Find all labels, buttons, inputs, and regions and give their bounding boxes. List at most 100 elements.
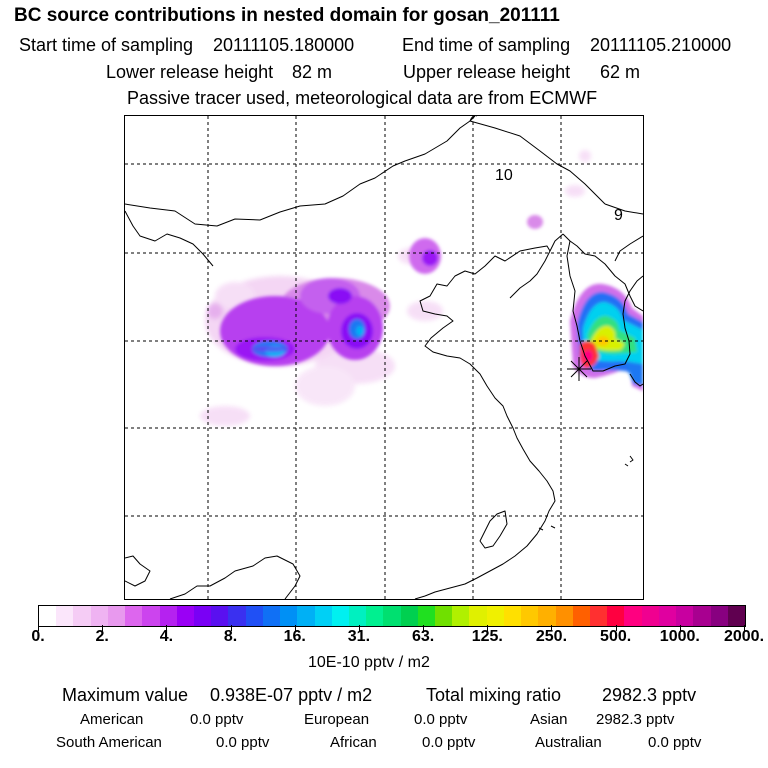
colorbar-swatch: [193, 606, 212, 626]
colorbar-tick: [166, 625, 168, 631]
colorbar-swatch: [56, 606, 74, 626]
colorbar-swatch: [314, 606, 332, 626]
european-value: 0.0 pptv: [414, 711, 468, 728]
colorbar-swatch: [176, 606, 194, 626]
contour-label: 10: [495, 167, 513, 184]
colorbar-swatch: [228, 606, 246, 626]
south-american-value: 0.0 pptv: [216, 734, 270, 751]
concentration-field: [200, 150, 643, 426]
colorbar-swatch: [710, 606, 728, 626]
australian-value: 0.0 pptv: [648, 734, 702, 751]
asian-value: 2982.3 pptv: [596, 711, 675, 728]
colorbar-swatch: [435, 606, 453, 626]
max-value: 0.938E-07 pptv / m2: [210, 685, 373, 705]
colorbar-swatch: [641, 606, 659, 626]
colorbar-swatch: [142, 606, 160, 626]
south-american-label: South American: [56, 734, 162, 751]
colorbar-swatch: [400, 606, 418, 626]
upper-height-value: 62 m: [600, 62, 641, 82]
european-label: European: [304, 711, 370, 728]
colorbar-swatch: [590, 606, 608, 626]
map-panel: 10 9: [124, 115, 644, 600]
colorbar-tick-label: 63.: [411, 628, 435, 645]
tracer-note: Passive tracer used, meteorological data…: [127, 88, 598, 108]
colorbar-tick: [230, 625, 232, 631]
colorbar-tick-label: 31.: [347, 628, 371, 645]
colorbar-tick-label: 250.: [535, 628, 568, 645]
colorbar-swatch: [245, 606, 263, 626]
colorbar-swatch: [262, 606, 281, 626]
colorbar-swatch: [469, 606, 487, 626]
receptor-marker-icon: [567, 357, 591, 381]
colorbar-tick-label: 8.: [223, 628, 238, 645]
colorbar-tick-label: 2000.: [723, 628, 765, 645]
colorbar-swatch: [125, 606, 143, 626]
colorbar-tick: [294, 625, 296, 631]
colorbar-tick: [102, 625, 104, 631]
end-time-label: End time of sampling: [402, 35, 571, 55]
colorbar-swatch: [658, 606, 677, 626]
colorbar-swatch: [572, 606, 590, 626]
colorbar-swatch: [607, 606, 625, 626]
colorbar-tick: [744, 625, 745, 631]
colorbar-swatch: [676, 606, 694, 626]
colorbar-swatch: [486, 606, 504, 626]
colorbar-swatch: [383, 606, 401, 626]
colorbar-tick-label: 2.: [95, 628, 109, 645]
american-label: American: [80, 711, 144, 728]
colorbar-swatch: [366, 606, 384, 626]
colorbar-swatch: [90, 606, 108, 626]
colorbar-swatch: [73, 606, 91, 626]
colorbar-tick: [358, 625, 360, 631]
colorbar-swatch: [348, 606, 367, 626]
map-svg: 10 9: [125, 116, 643, 599]
african-label: African: [330, 734, 377, 751]
colorbar-swatch: [521, 606, 539, 626]
lower-height-label: Lower release height: [106, 62, 274, 82]
australian-label: Australian: [535, 734, 602, 751]
colorbar-swatch: [538, 606, 556, 626]
colorbar-swatch: [555, 606, 573, 626]
colorbar-tick: [551, 625, 553, 631]
colorbar-swatch: [624, 606, 642, 626]
colorbar-tick-label: 1000.: [659, 628, 700, 645]
colorbar-swatch: [280, 606, 298, 626]
colorbar-tick-label: 500.: [600, 628, 632, 645]
colorbar-swatch: [503, 606, 522, 626]
colorbar-unit: 10E-10 pptv / m2: [308, 654, 430, 671]
start-time-label: Start time of sampling: [19, 35, 194, 55]
coastlines: [125, 116, 643, 599]
lat-lon-grid: [125, 116, 643, 599]
colorbar-tick: [487, 625, 489, 631]
start-time-value: 20111105.180000: [213, 35, 355, 55]
lower-height-value: 82 m: [292, 62, 333, 82]
end-time-value: 20111105.210000: [590, 35, 732, 55]
colorbar-tick-label: 0.: [31, 628, 45, 645]
colorbar-tick-label: 16.: [283, 628, 306, 645]
colorbar-swatch: [331, 606, 349, 626]
colorbar-tick: [615, 625, 617, 631]
colorbar-tick: [679, 625, 681, 631]
max-value-label: Maximum value: [62, 685, 189, 705]
colorbar-swatch: [417, 606, 436, 626]
colorbar-tick: [423, 625, 425, 631]
asian-label: Asian: [530, 711, 568, 728]
total-mixing-label: Total mixing ratio: [426, 685, 562, 705]
colorbar-swatch: [159, 606, 177, 626]
colorbar-swatch: [211, 606, 229, 626]
colorbar-swatch: [727, 606, 745, 626]
colorbar-tick-label: 4.: [159, 628, 174, 645]
american-value: 0.0 pptv: [190, 711, 244, 728]
colorbar-swatch: [297, 606, 315, 626]
colorbar-swatch: [107, 606, 126, 626]
total-mixing-value: 2982.3 pptv: [602, 685, 697, 705]
colorbar: [38, 605, 746, 627]
colorbar-tick: [38, 625, 39, 631]
upper-height-label: Upper release height: [403, 62, 571, 82]
colorbar-swatch: [452, 606, 470, 626]
map-title: BC source contributions in nested domain…: [14, 5, 560, 26]
contour-label: 9: [614, 207, 623, 224]
colorbar-swatch: [693, 606, 711, 626]
african-value: 0.0 pptv: [422, 734, 476, 751]
colorbar-swatch: [39, 606, 57, 626]
